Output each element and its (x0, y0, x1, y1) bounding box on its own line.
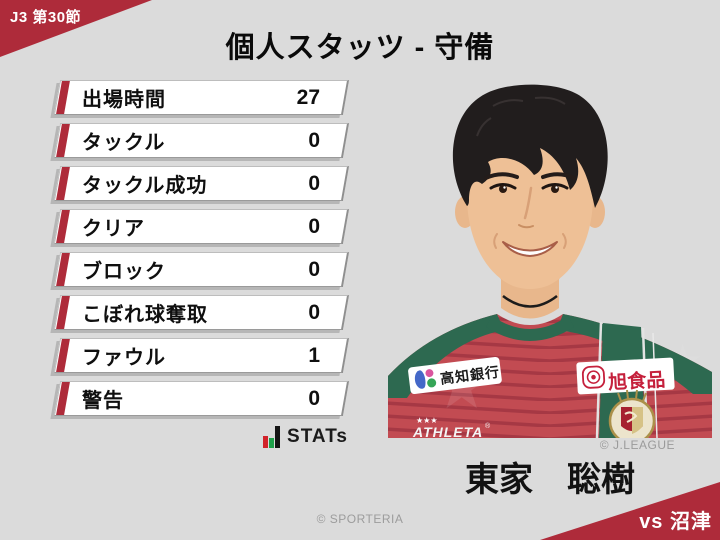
player-name: 東家 聡樹 (465, 461, 635, 499)
stat-value: 0 (308, 171, 320, 195)
site-credit: © SPORTERIA (316, 512, 404, 526)
stat-value: 0 (308, 214, 320, 238)
stat-label: タックル成功 (82, 175, 208, 197)
sponsor-right-label: 旭食品 (607, 368, 666, 394)
stat-label: タックル (82, 132, 166, 154)
player-photo: ★ ★ 高知銀行 旭食品 (388, 84, 712, 438)
stat-value: 27 (296, 85, 320, 109)
stat-value: 0 (308, 128, 320, 152)
stat-label: ブロック (82, 261, 166, 283)
stat-label: ファウル (82, 347, 166, 369)
stat-label: クリア (82, 218, 145, 240)
table-row: ファウル 1 (53, 338, 350, 373)
sponsor-left-logo (414, 370, 426, 389)
sponsor-patch-right: 旭食品 (576, 357, 675, 395)
stat-value: 0 (308, 386, 320, 410)
stats-logo: STATs (57, 424, 348, 448)
table-row: 出場時間 27 (53, 80, 350, 115)
stat-value: 1 (308, 343, 320, 367)
stat-value: 0 (308, 300, 320, 324)
stat-value: 0 (308, 257, 320, 281)
table-row: タックル 0 (53, 123, 350, 158)
opponent-badge-label: vs 沼津 (639, 511, 712, 533)
brand-mark: ® (485, 422, 491, 430)
table-row: こぼれ球奪取 0 (53, 295, 350, 330)
bar-chart-icon (263, 426, 281, 448)
page-title: 個人スタッツ - 守備 (225, 32, 495, 64)
jersey-collar (486, 316, 574, 341)
stats-logo-wordmark: STATs (287, 426, 348, 447)
table-row: 警告 0 (53, 381, 350, 416)
stat-label: こぼれ球奪取 (82, 304, 208, 326)
table-row: タックル成功 0 (53, 166, 350, 201)
brand-stars-icon: ★★★ (416, 416, 438, 425)
club-crest (608, 389, 656, 438)
brand-label: ATHLETA (412, 424, 483, 438)
round-badge-label: J3 第30節 (10, 9, 82, 26)
sponsor-left-label: 高知銀行 (439, 364, 501, 387)
table-row: ブロック 0 (53, 252, 350, 287)
sponsor-patch-left: 高知銀行 (408, 356, 502, 395)
stats-table: 出場時間 27 タックル 0 タックル成功 0 クリア 0 ブロック 0 こぼれ球奪取 0 … (53, 80, 350, 424)
stat-label: 出場時間 (82, 89, 166, 111)
photo-credit: © J.LEAGUE (599, 438, 675, 452)
stat-label: 警告 (82, 390, 124, 412)
table-row: クリア 0 (53, 209, 350, 244)
